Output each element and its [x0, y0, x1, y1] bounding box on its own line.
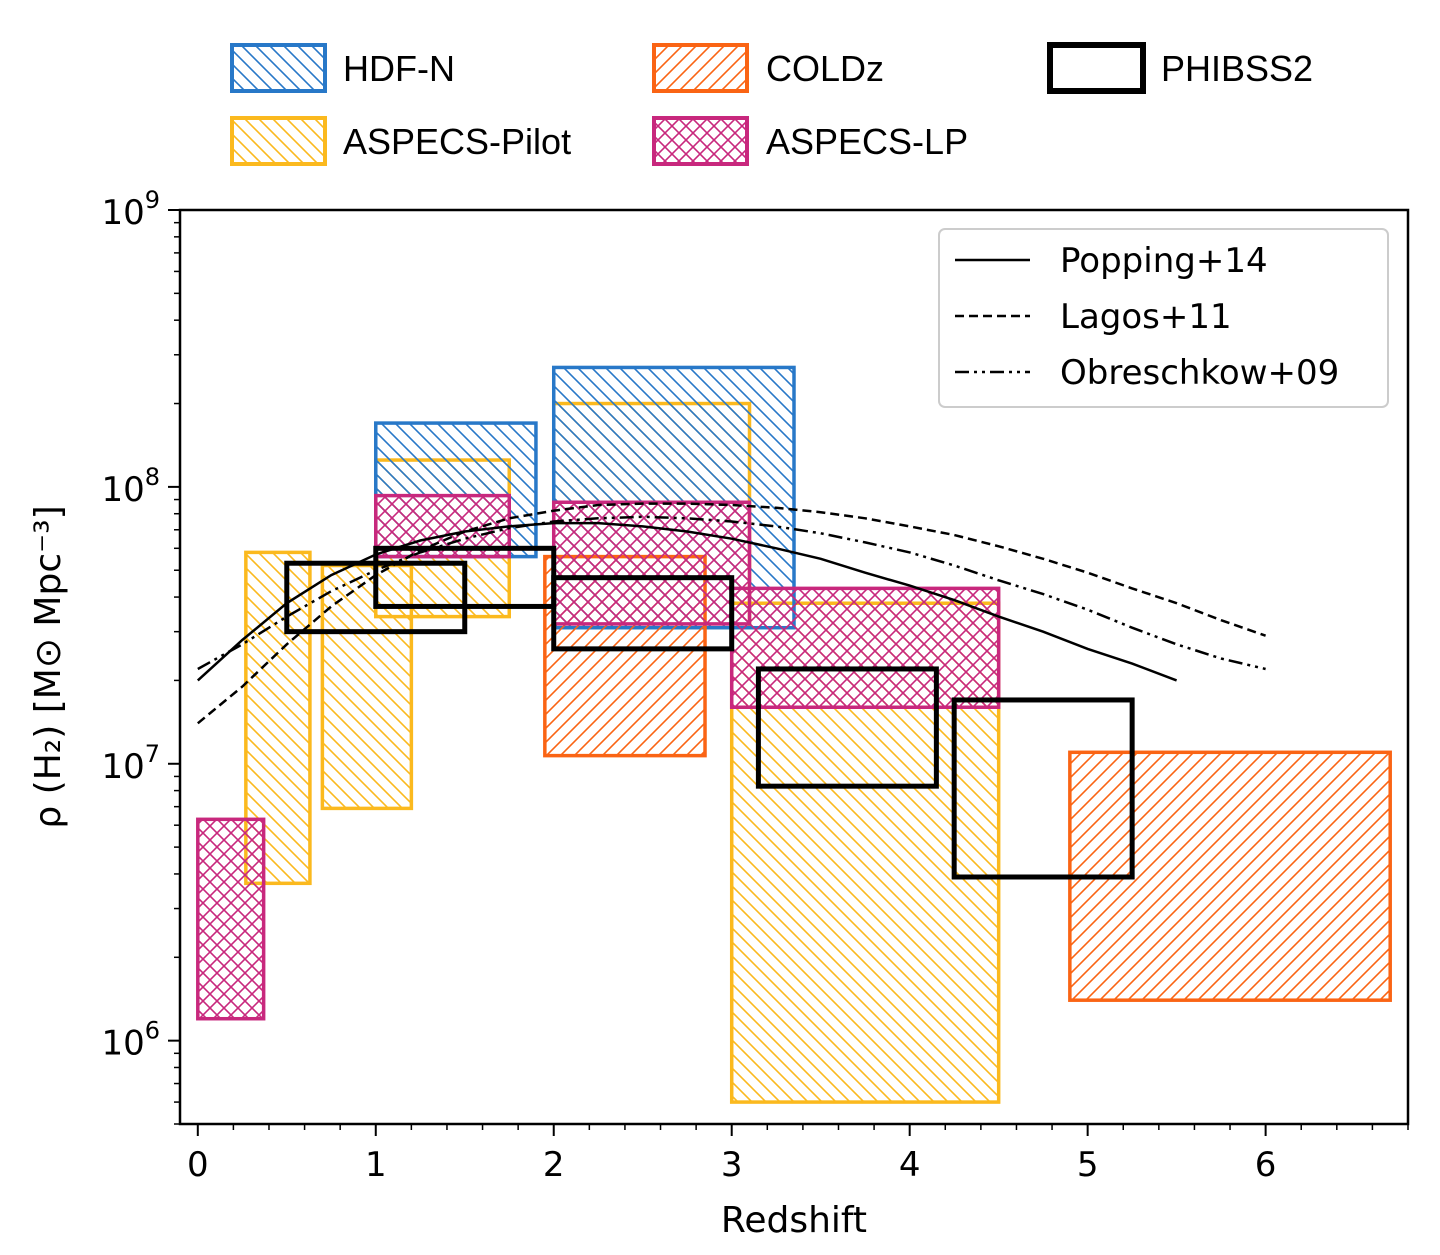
legend-item-aspecs-pilot[interactable]: ASPECS-Pilot: [230, 116, 571, 166]
axis-ticks: 0 1 2 3 4 5 6 106 107 108 109: [101, 186, 1409, 1185]
legend-label-aspecs-pilot: ASPECS-Pilot: [343, 121, 571, 162]
y-tick-label-1e6: 106: [101, 1017, 160, 1064]
model-legend-label-obreschkow: Obreschkow+09: [1060, 353, 1339, 393]
survey-legend: HDF-N COLDz PHIBSS2 ASPECS-Pilot ASPECS-…: [230, 42, 1313, 166]
model-curve-obreschkow-09: [197, 515, 1266, 671]
x-axis-title: Redshift: [721, 1200, 867, 1241]
legend-label-hdf-n: HDF-N: [343, 48, 455, 89]
legend-swatch-aspecs-lp: [652, 116, 749, 166]
model-curve-lagos-11: [197, 502, 1267, 725]
box-aspecs-lp-0: [196, 817, 266, 1021]
box-aspecs-lp-2: [551, 500, 752, 626]
legend-swatch-phibss2: [1047, 42, 1146, 94]
x-tick-label-4: 4: [899, 1145, 921, 1185]
y-tick-label-1e8: 108: [101, 463, 160, 510]
x-tick-label-2: 2: [543, 1145, 565, 1185]
box-aspecs-lp-3: [729, 586, 1001, 709]
x-tick-label-6: 6: [1255, 1145, 1277, 1185]
legend-swatch-hdf-n: [230, 43, 327, 93]
legend-item-aspecs-lp[interactable]: ASPECS-LP: [652, 116, 968, 166]
box-phibss2-2: [551, 575, 735, 652]
model-legend-item-popping[interactable]: Popping+14: [955, 241, 1268, 281]
box-phibss2-3: [755, 666, 939, 789]
model-legend-item-obreschkow[interactable]: Obreschkow+09: [955, 353, 1339, 393]
x-tick-label-3: 3: [721, 1145, 743, 1185]
model-curve-popping-14: [196, 521, 1178, 682]
plot-area: [196, 365, 1392, 1104]
model-legend-label-lagos: Lagos+11: [1060, 297, 1232, 337]
model-legend: Popping+14 Lagos+11 Obreschkow+09: [938, 228, 1389, 408]
axes-frame: [178, 208, 1410, 1126]
y-tick-label-1e9: 109: [101, 186, 160, 233]
legend-item-phibss2[interactable]: PHIBSS2: [1047, 42, 1313, 94]
y-tick-label-1e7: 107: [101, 740, 160, 787]
model-legend-label-popping: Popping+14: [1060, 241, 1268, 281]
model-legend-frame: [938, 228, 1389, 408]
legend-item-coldz[interactable]: COLDz: [652, 43, 884, 93]
legend-swatch-aspecs-pilot: [230, 116, 327, 166]
legend-label-phibss2: PHIBSS2: [1161, 48, 1313, 89]
legend-label-aspecs-lp: ASPECS-LP: [766, 121, 968, 162]
model-legend-item-lagos[interactable]: Lagos+11: [955, 297, 1232, 337]
x-tick-label-0: 0: [187, 1145, 209, 1185]
y-axis-title: ρ (H₂) [M⊙ Mpc⁻³]: [28, 505, 69, 828]
x-tick-label-1: 1: [365, 1145, 387, 1185]
x-tick-label-5: 5: [1077, 1145, 1099, 1185]
legend-item-hdf-n[interactable]: HDF-N: [230, 43, 455, 93]
legend-label-coldz: COLDz: [766, 48, 884, 89]
box-phibss2-4: [951, 697, 1135, 880]
legend-swatch-coldz: [652, 43, 749, 93]
